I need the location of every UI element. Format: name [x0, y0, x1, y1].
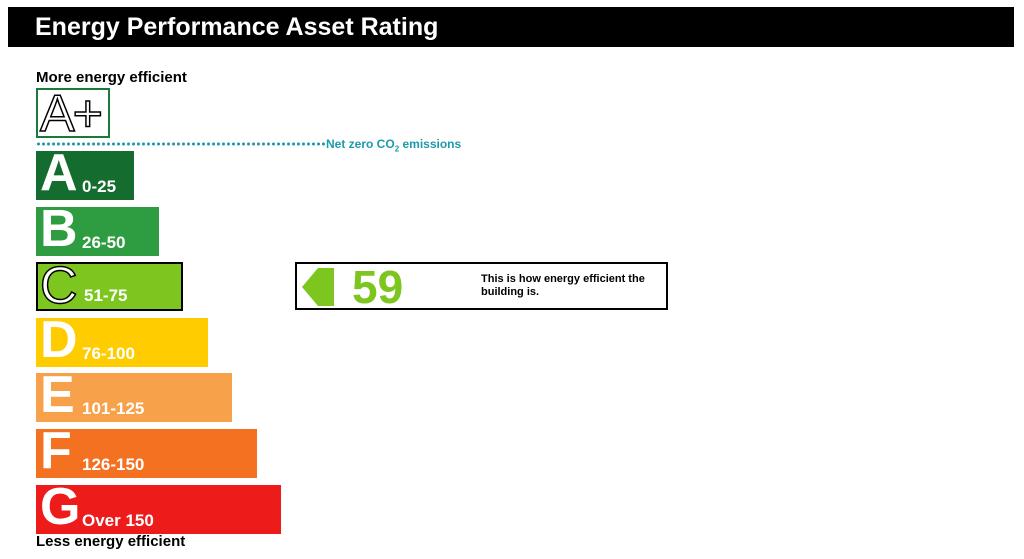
aplus-letter: A+ — [39, 84, 104, 144]
current-score: 59 — [352, 261, 404, 313]
band-e-range: 101-125 — [82, 399, 145, 418]
band-d-range: 76-100 — [82, 344, 135, 363]
band-a-range: 0-25 — [82, 177, 117, 196]
band-c-range: 51-75 — [84, 286, 128, 305]
net-zero-dotted-line — [36, 142, 326, 146]
current-rating-indicator: 59 This is how energy efficient the buil… — [295, 261, 668, 313]
band-b: B 26-50 — [36, 200, 159, 258]
aplus-rating-box: A+ — [36, 84, 110, 144]
band-a: A 0-25 — [36, 144, 134, 202]
indicator-caption: This is how energy efficient the buildin… — [481, 273, 645, 298]
band-g-range: Over 150 — [82, 511, 154, 530]
band-f-letter: F — [40, 422, 72, 480]
band-a-letter: A — [40, 144, 78, 202]
less-efficient-label: Less energy efficient — [36, 533, 186, 550]
band-f: F 126-150 — [36, 422, 257, 480]
page-title: Energy Performance Asset Rating — [8, 7, 1014, 47]
net-zero-label: Net zero CO2 emissions — [326, 137, 462, 154]
band-b-range: 26-50 — [82, 233, 126, 252]
band-b-letter: B — [40, 200, 78, 258]
band-g-letter: G — [40, 478, 81, 536]
band-e-letter: E — [40, 366, 75, 424]
more-efficient-label: More energy efficient — [36, 69, 187, 86]
band-d: D 76-100 — [36, 311, 208, 369]
band-f-range: 126-150 — [82, 455, 145, 474]
band-c: C 51-75 — [36, 256, 183, 316]
band-g: G Over 150 — [36, 478, 281, 536]
pointer-arrow-icon — [302, 268, 318, 306]
band-e: E 101-125 — [36, 366, 232, 424]
band-d-letter: D — [40, 311, 78, 369]
pointer-arrow-body — [318, 268, 334, 306]
band-c-letter: C — [39, 256, 78, 316]
